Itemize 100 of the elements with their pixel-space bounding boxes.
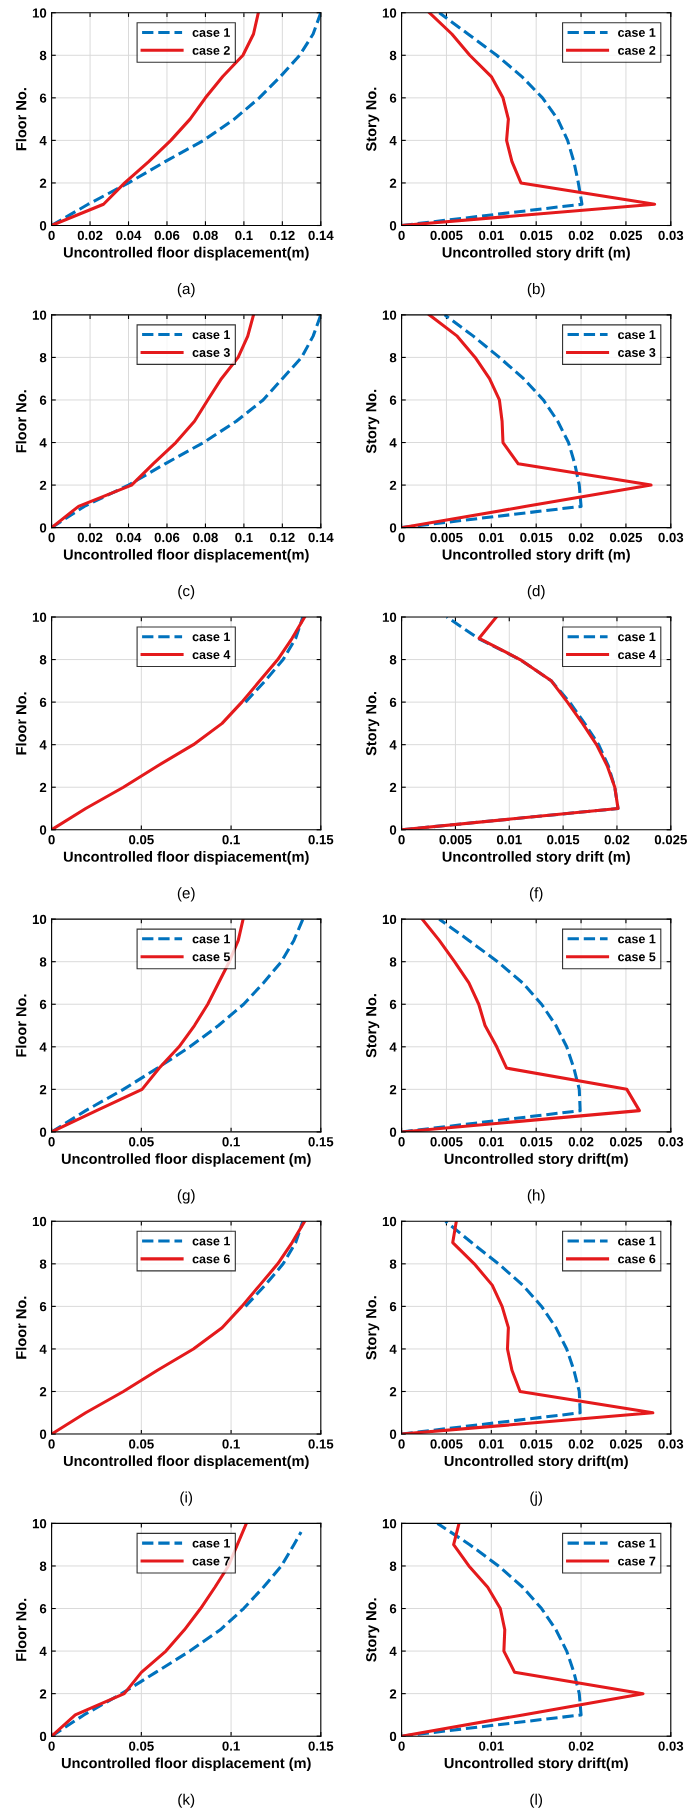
x-tick-label: 0.01 (479, 1741, 504, 1751)
x-tick-label: 0 (398, 532, 405, 543)
x-tick-label: 0.15 (308, 834, 334, 845)
x-tick-label: 0.01 (496, 834, 522, 845)
x-tick-label: 0.03 (658, 230, 684, 241)
x-axis-title: Uncontrolled floor dispiacement(m) (63, 851, 309, 865)
line-series (243, 1221, 305, 1308)
y-tick-label: 10 (382, 8, 397, 18)
y-tick-label: 2 (39, 480, 47, 490)
x-axis-title: Uncontrolled floor displacement(m) (63, 548, 309, 563)
legend-label: case 1 (192, 632, 230, 642)
y-tick-label: 6 (39, 93, 47, 103)
legend-label: case 2 (192, 45, 230, 55)
x-tick-label: 0.005 (430, 1439, 463, 1449)
x-tick-label: 0.03 (658, 1137, 684, 1147)
y-tick-label: 2 (389, 1689, 397, 1699)
y-tick-label: 10 (382, 310, 397, 320)
x-tick-label: 0.015 (520, 1439, 553, 1449)
x-tick-label: 0 (398, 834, 405, 845)
x-axis-title: Uncontrolled floor displacement (m) (61, 1757, 311, 1772)
y-tick-label: 6 (389, 93, 397, 103)
x-tick-label: 0.02 (568, 1741, 594, 1751)
x-tick-label: 0.06 (154, 230, 180, 241)
y-tick-label: 8 (39, 957, 47, 967)
x-tick-label: 0.1 (222, 1137, 240, 1147)
y-tick-label: 6 (389, 395, 397, 405)
x-tick-label: 0.025 (654, 834, 687, 845)
text: (d) (527, 585, 545, 600)
legend-label: case 1 (618, 632, 656, 642)
y-axis-title: Story No. (366, 994, 380, 1058)
x-tick-label: 0.02 (568, 1439, 594, 1449)
x-tick-label: 0.05 (129, 1137, 154, 1147)
y-tick-label: 2 (39, 1387, 47, 1397)
y-tick-label: 8 (39, 352, 47, 363)
y-axis-title: Story No. (366, 1598, 380, 1662)
y-tick-label: 0 (39, 221, 47, 231)
x-tick-label: 0.03 (658, 1439, 684, 1449)
legend-label: case 7 (192, 1556, 230, 1566)
y-axis-title: Story No. (366, 87, 380, 152)
text: (a) (177, 282, 195, 298)
x-tick-label: 0 (48, 532, 55, 543)
x-tick-label: 0.025 (609, 1439, 643, 1449)
legend-label: case 7 (618, 1556, 656, 1566)
y-tick-label: 0 (389, 523, 397, 533)
x-axis-title: Uncontrolled story drift(m) (444, 1455, 628, 1469)
y-tick-label: 8 (389, 1561, 397, 1571)
x-tick-label: 0.015 (547, 834, 580, 845)
y-tick-label: 4 (39, 1344, 47, 1354)
y-tick-label: 6 (389, 697, 397, 708)
x-tick-label: 0 (48, 834, 55, 845)
y-tick-label: 10 (32, 1518, 47, 1529)
x-tick-label: 0 (48, 230, 55, 241)
y-tick-label: 2 (389, 1084, 397, 1095)
x-tick-label: 0.1 (235, 230, 253, 241)
y-axis-title: Floor No. (15, 390, 27, 453)
y-tick-label: 6 (39, 395, 47, 405)
x-tick-label: 0 (398, 230, 405, 241)
x-tick-label: 0 (398, 1439, 405, 1449)
x-tick-label: 0.02 (568, 230, 594, 241)
y-tick-label: 2 (389, 178, 397, 188)
x-tick-label: 0.025 (609, 532, 643, 543)
text: (h) (527, 1189, 545, 1204)
x-tick-label: 0.005 (439, 834, 472, 845)
y-tick-label: 2 (39, 1689, 47, 1699)
y-tick-label: 10 (32, 8, 47, 18)
y-tick-label: 0 (389, 1731, 397, 1742)
text: (g) (177, 1189, 195, 1204)
x-axis-title: Uncontrolled story drift (m) (442, 851, 630, 865)
line-series (243, 617, 305, 704)
legend-label: case 5 (618, 952, 656, 962)
y-axis-title: Floor No. (15, 1296, 27, 1359)
y-tick-label: 4 (389, 438, 397, 448)
x-tick-label: 0.01 (479, 230, 504, 241)
legend-label: case 1 (618, 1236, 656, 1246)
x-tick-label: 0.015 (520, 1137, 553, 1147)
x-axis-title: Uncontrolled floor displacement(m) (63, 1455, 309, 1469)
y-axis-title: Story No. (366, 691, 380, 756)
x-tick-label: 0.14 (308, 532, 334, 543)
text: (c) (178, 585, 195, 600)
x-axis-title: Uncontrolled story drift(m) (444, 1153, 628, 1167)
x-tick-label: 0.05 (129, 834, 154, 845)
x-tick-label: 0.005 (430, 532, 463, 543)
y-tick-label: 8 (389, 655, 397, 665)
y-axis-title: Floor No. (15, 692, 27, 755)
x-tick-label: 0.04 (116, 230, 142, 241)
y-tick-label: 6 (389, 999, 397, 1010)
x-tick-label: 0.015 (520, 532, 553, 543)
x-tick-label: 0 (48, 1137, 55, 1147)
y-tick-label: 4 (389, 1042, 397, 1052)
x-axis-title: Uncontrolled story drift(m) (444, 1757, 628, 1772)
x-tick-label: 0.02 (77, 230, 103, 241)
x-tick-label: 0.05 (129, 1741, 154, 1751)
y-tick-label: 8 (39, 50, 47, 61)
y-tick-label: 4 (389, 136, 397, 146)
text: (e) (177, 887, 195, 902)
text: (k) (178, 1793, 195, 1808)
y-tick-label: 8 (39, 1259, 47, 1269)
x-tick-label: 0.15 (308, 1439, 334, 1449)
legend-label: case 1 (618, 330, 656, 340)
y-tick-label: 10 (32, 310, 47, 320)
